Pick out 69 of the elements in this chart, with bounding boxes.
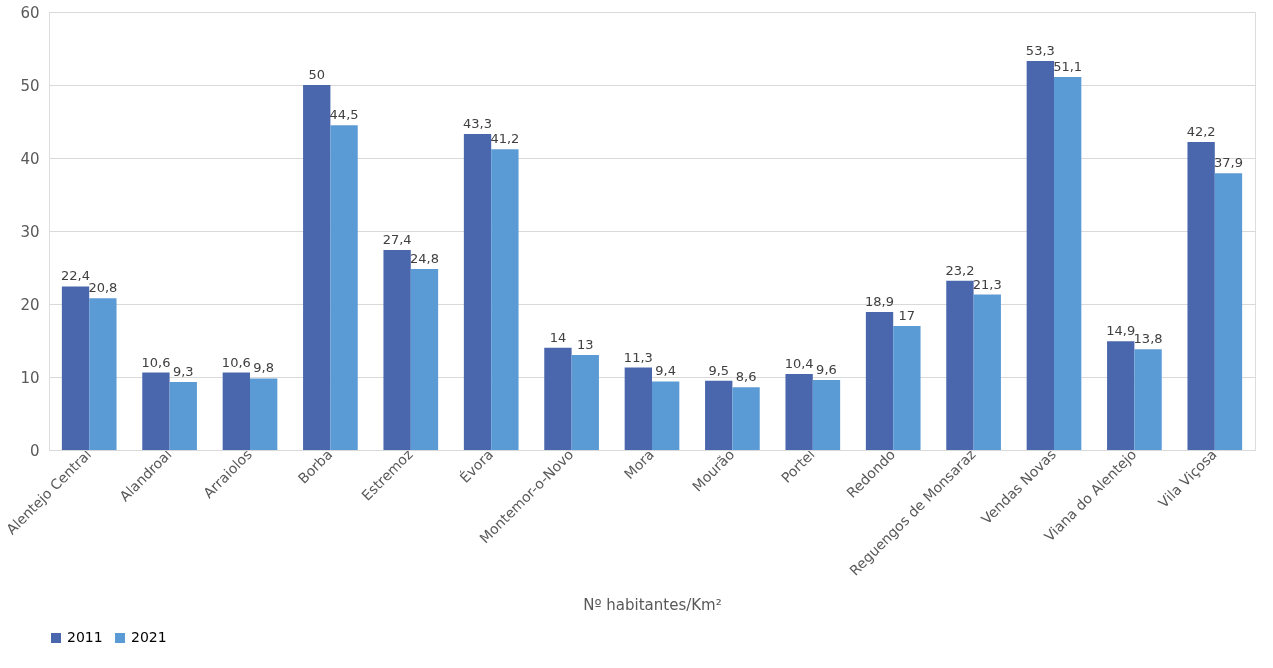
bar (865, 312, 894, 450)
bar (303, 85, 331, 450)
bar (89, 298, 117, 450)
bar (893, 325, 921, 450)
bar (169, 382, 197, 450)
bar (1187, 141, 1215, 450)
legend-label: 2011 (67, 629, 103, 645)
data-label: 44,5 (329, 107, 359, 123)
data-label: 9,8 (253, 360, 275, 376)
data-label: 10,4 (784, 356, 814, 372)
bar (544, 347, 572, 450)
x-axis-title: Nº habitantes/Km² (583, 596, 722, 615)
data-label: 53,3 (1025, 42, 1055, 58)
y-tick-label: 10 (20, 368, 40, 387)
bar (222, 372, 250, 450)
bar (571, 355, 599, 450)
bar (330, 125, 358, 450)
bar (1026, 60, 1054, 450)
bar (463, 133, 492, 450)
y-tick-label: 0 (29, 441, 40, 460)
data-label: 14,9 (1106, 323, 1136, 339)
data-label: 8,6 (735, 369, 757, 385)
bar (383, 249, 411, 450)
bar (410, 268, 439, 450)
bar (1214, 173, 1243, 450)
bar (785, 374, 813, 450)
data-label: 14 (549, 329, 567, 345)
data-label: 10,6 (141, 354, 171, 370)
data-label: 43,3 (463, 115, 493, 131)
bar (652, 381, 680, 450)
bar (1054, 76, 1082, 450)
bar (1107, 341, 1135, 450)
y-tick-label: 40 (20, 149, 40, 168)
data-label: 9,3 (172, 364, 194, 380)
bar (250, 378, 278, 450)
data-label: 50 (308, 67, 326, 82)
data-label: 9,5 (708, 362, 730, 378)
y-tick-label: 60 (20, 3, 40, 22)
data-label: 51,1 (1053, 58, 1083, 74)
data-label: 18,9 (865, 294, 895, 310)
bar (946, 280, 974, 450)
y-tick-label: 50 (20, 76, 40, 95)
data-label: 41,2 (490, 131, 520, 147)
data-label: 20,8 (88, 280, 118, 296)
data-label: 13 (576, 337, 594, 353)
y-tick-label: 30 (20, 222, 40, 241)
data-label: 22,4 (61, 268, 91, 284)
bar (624, 367, 652, 450)
data-label: 42,2 (1186, 123, 1216, 139)
data-label: 9,4 (655, 363, 677, 379)
bar (1134, 349, 1162, 450)
bar (705, 380, 733, 450)
bar (142, 372, 170, 450)
bar (732, 387, 760, 450)
data-label: 27,4 (382, 231, 412, 247)
bar (491, 149, 519, 450)
data-label: 17 (898, 307, 916, 323)
bar (973, 294, 1001, 450)
data-label: 11,3 (623, 349, 653, 365)
data-label: 9,6 (816, 361, 837, 377)
bar (812, 379, 841, 450)
data-label: 24,8 (409, 250, 439, 266)
y-tick-label: 20 (20, 295, 40, 314)
legend-label: 2021 (131, 629, 167, 645)
data-label: 10,6 (221, 354, 251, 370)
data-label: 23,2 (945, 262, 975, 278)
data-label: 37,9 (1213, 155, 1243, 171)
data-label: 13,8 (1133, 331, 1163, 347)
bar (61, 286, 90, 450)
